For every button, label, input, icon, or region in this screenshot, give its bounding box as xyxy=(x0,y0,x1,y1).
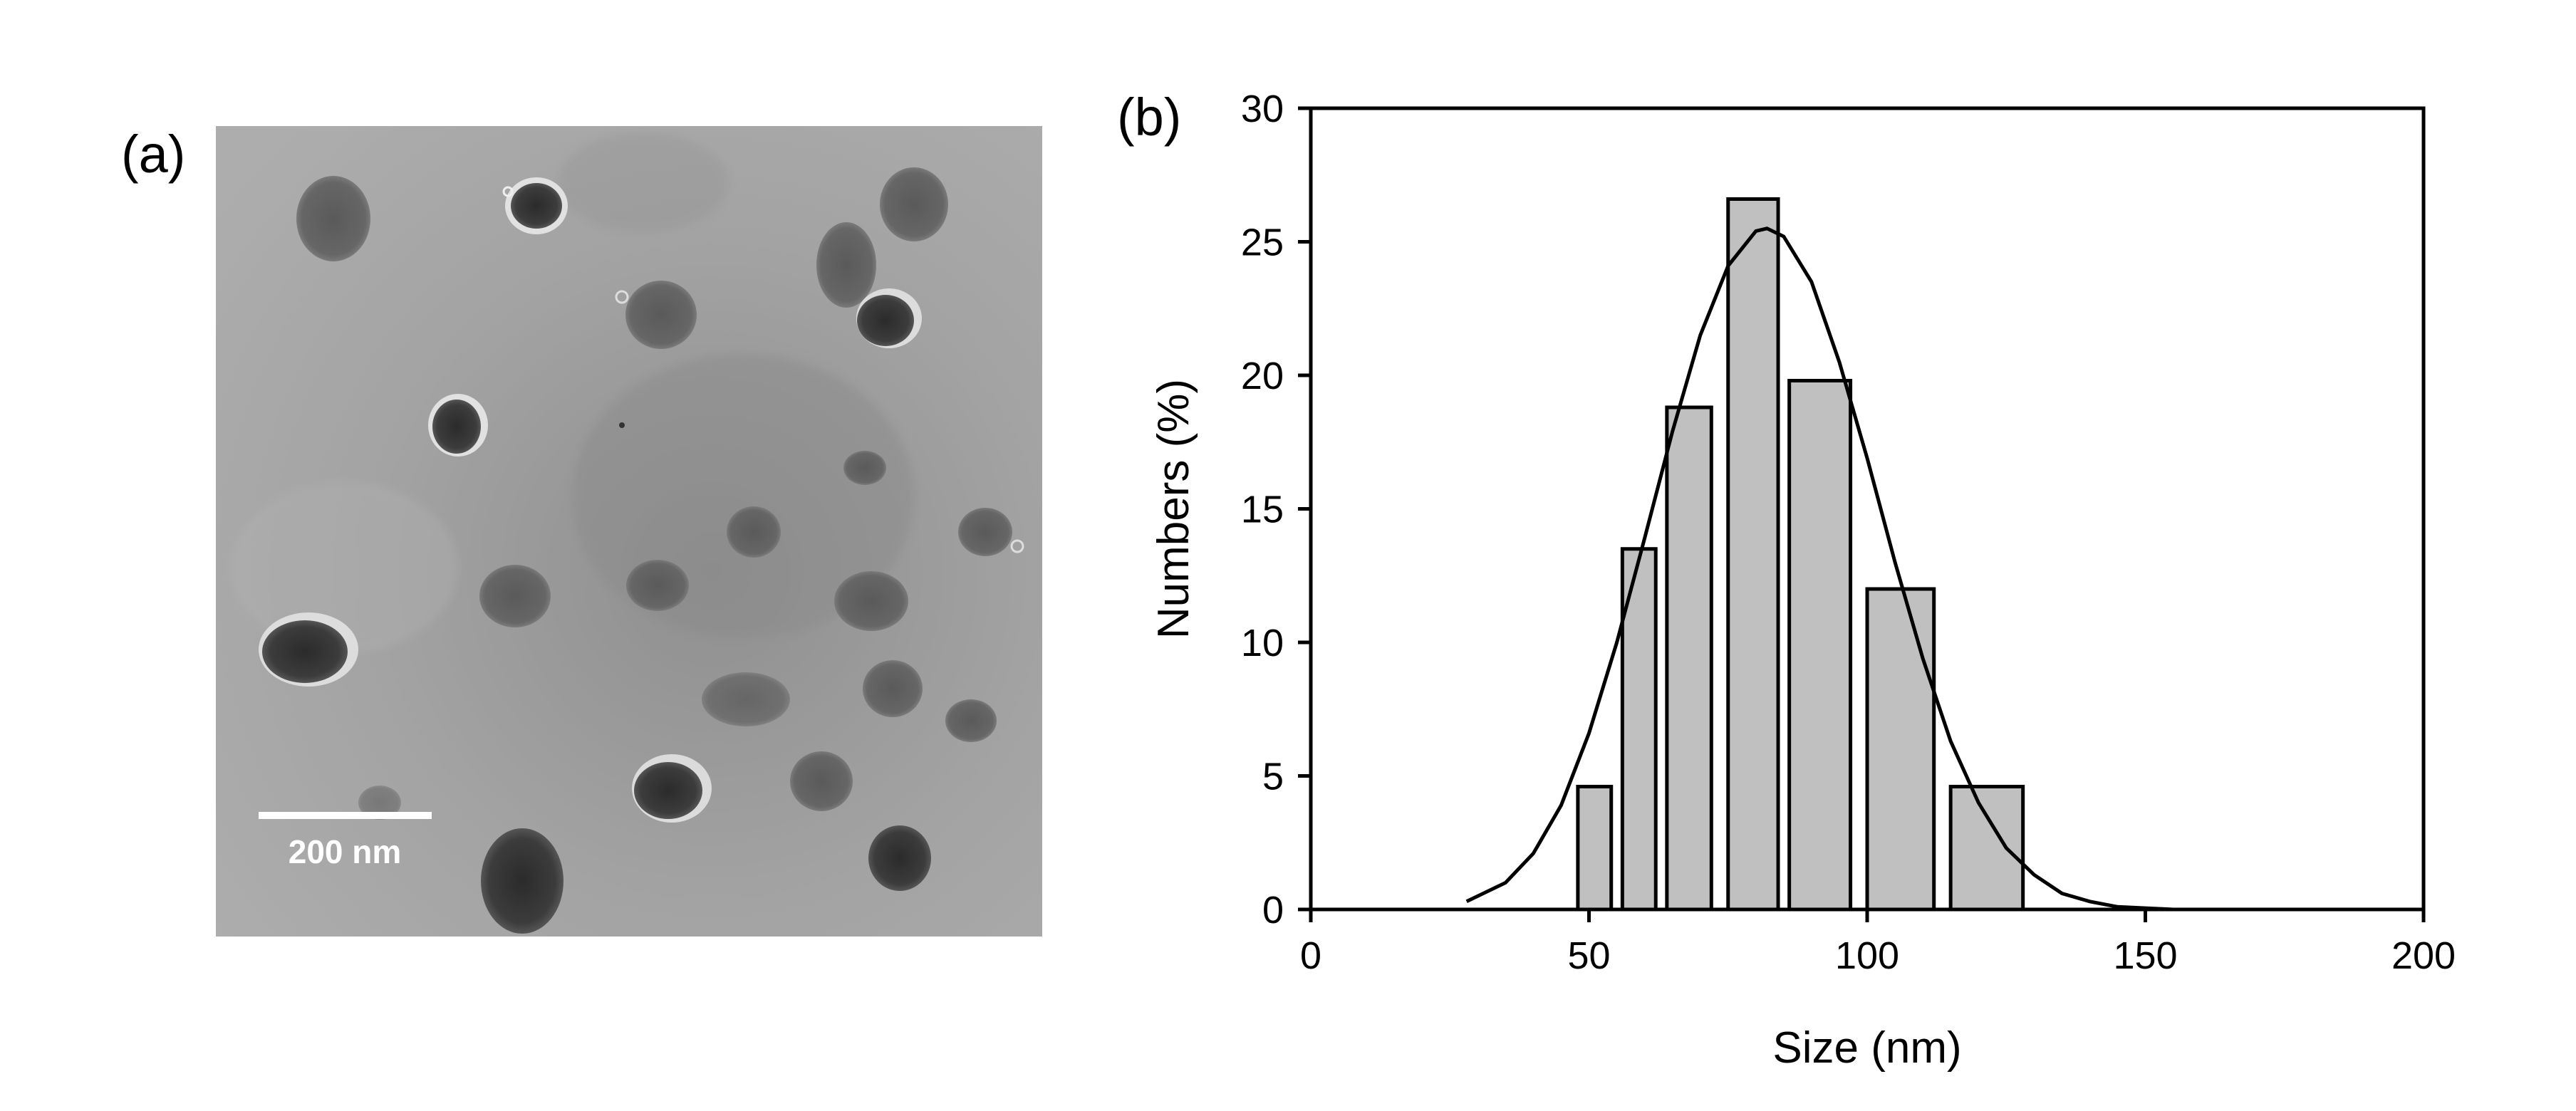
histogram-bar xyxy=(1948,785,2025,912)
histogram-bar xyxy=(1787,379,1853,912)
x-axis-ticks: 0 50 100 150 200 xyxy=(1300,909,2456,977)
y-tick-label: 5 xyxy=(1262,756,1284,798)
x-tick-label: 200 xyxy=(2391,934,2456,977)
scale-bar xyxy=(259,812,432,819)
tem-micrograph-image: 200 nm xyxy=(216,126,1042,937)
y-tick-label: 15 xyxy=(1241,489,1284,531)
y-tick-label: 10 xyxy=(1241,622,1284,664)
scale-bar-label: 200 nm xyxy=(289,833,402,870)
histogram-bar xyxy=(1665,405,1713,912)
y-tick-label: 20 xyxy=(1241,355,1284,397)
panel-b-label: (b) xyxy=(1117,88,1182,147)
x-tick-label: 0 xyxy=(1300,934,1321,977)
x-tick-label: 50 xyxy=(1567,934,1610,977)
histogram-bars xyxy=(1576,197,2025,912)
x-tick-label: 150 xyxy=(2113,934,2177,977)
y-tick-label: 0 xyxy=(1262,889,1284,932)
panel-a-label: (a) xyxy=(121,125,186,184)
y-tick-label: 25 xyxy=(1241,221,1284,264)
histogram-bar xyxy=(1726,197,1780,912)
gaussian-fit-curve xyxy=(1465,226,2174,912)
y-axis-title: Numbers (%) xyxy=(1149,379,1198,639)
x-tick-label: 100 xyxy=(1835,934,1899,977)
x-axis-title: Size (nm) xyxy=(1772,1023,1961,1073)
histogram-bar xyxy=(1865,587,1936,912)
y-axis-ticks: 0 5 10 15 20 25 30 xyxy=(1241,88,1311,932)
y-tick-label: 30 xyxy=(1241,88,1284,130)
histogram-bar xyxy=(1576,785,1614,912)
